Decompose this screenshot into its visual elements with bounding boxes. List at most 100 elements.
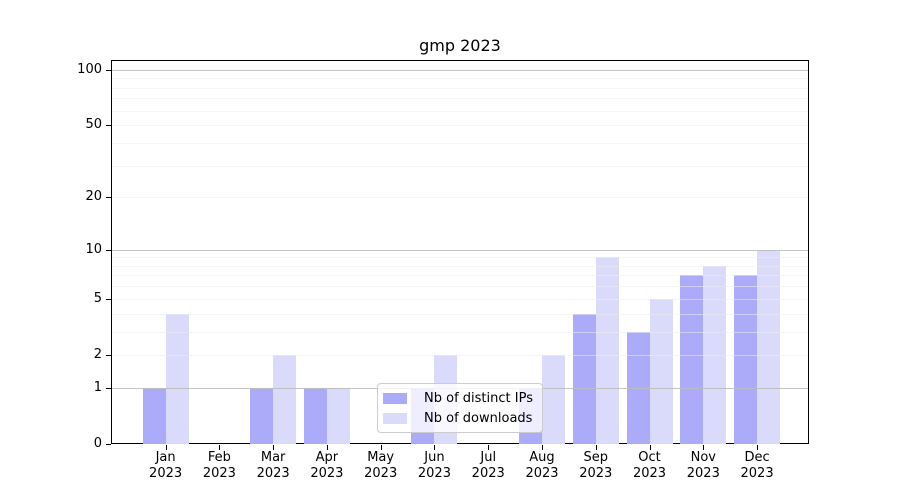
y-tick: [106, 69, 111, 71]
gridline-minor: [112, 87, 808, 89]
x-tick: [165, 445, 167, 450]
x-tick-month: Jul: [480, 450, 497, 465]
x-tick-label: Sep 2023: [565, 450, 627, 481]
x-tick-month: Sep: [583, 450, 608, 465]
bar: [734, 275, 758, 444]
bar: [595, 257, 619, 444]
bar: [572, 313, 596, 444]
x-tick: [488, 445, 490, 450]
bar: [165, 313, 189, 444]
y-tick-label: 1: [93, 379, 102, 395]
x-tick-month: May: [367, 450, 395, 465]
legend-row: Nb of distinct IPs: [383, 388, 533, 408]
chart-title: gmp 2023: [419, 36, 501, 55]
x-tick: [703, 445, 705, 450]
gridline-minor: [112, 98, 808, 100]
x-tick: [273, 445, 275, 450]
legend-swatch: [383, 392, 408, 404]
x-tick-label: Jan 2023: [135, 450, 197, 481]
x-tick-label: Nov 2023: [672, 450, 734, 481]
x-tick-month: Oct: [638, 450, 661, 465]
gridline-minor: [112, 275, 808, 277]
x-tick-month: Jan: [155, 450, 176, 465]
gridline-minor: [112, 142, 808, 144]
y-tick: [106, 249, 111, 251]
x-tick-year: 2023: [471, 465, 505, 481]
x-tick-label: Feb 2023: [188, 450, 250, 481]
gridline-minor: [112, 265, 808, 267]
bar: [680, 275, 704, 444]
bar: [142, 387, 166, 444]
x-tick-label: Jun 2023: [403, 450, 465, 481]
y-tick-label: 50: [85, 117, 102, 133]
y-tick-label: 5: [93, 290, 102, 306]
bar: [303, 387, 327, 444]
plot-area: Nb of distinct IPs Nb of downloads: [111, 60, 809, 444]
x-tick: [380, 445, 382, 450]
y-tick-label: 0: [93, 436, 102, 451]
gridline-minor: [112, 313, 808, 315]
x-tick-month: Feb: [207, 450, 231, 465]
x-tick-label: Aug 2023: [511, 450, 573, 481]
x-tick-label: May 2023: [350, 450, 412, 481]
x-tick-label: Apr 2023: [296, 450, 358, 481]
x-tick-year: 2023: [417, 465, 451, 481]
x-tick-month: Nov: [690, 450, 716, 465]
legend-row: Nb of downloads: [383, 408, 533, 428]
gridline-major: [112, 249, 808, 251]
bar: [541, 354, 565, 444]
x-tick-year: 2023: [740, 465, 774, 481]
x-tick: [595, 445, 597, 450]
y-tick: [106, 197, 111, 199]
gridline-minor: [112, 165, 808, 167]
bar: [326, 387, 350, 444]
gridline-major: [112, 69, 808, 71]
gridline-minor: [112, 298, 808, 300]
x-tick-label: Jul 2023: [457, 450, 519, 481]
x-tick: [326, 445, 328, 450]
bar: [703, 265, 727, 444]
x-tick-year: 2023: [525, 465, 559, 481]
y-tick-label: 2: [93, 346, 102, 362]
gridline-minor: [112, 125, 808, 127]
x-tick: [219, 445, 221, 450]
x-tick-label: Mar 2023: [242, 450, 304, 481]
bar: [757, 249, 781, 444]
y-tick: [106, 444, 111, 445]
gridline-minor: [112, 197, 808, 199]
y-tick-label: 20: [85, 189, 102, 205]
bar: [273, 354, 297, 444]
y-tick: [106, 387, 111, 389]
y-tick: [106, 298, 111, 300]
x-tick-month: Aug: [529, 450, 555, 465]
x-tick-year: 2023: [364, 465, 398, 481]
x-tick-label: Oct 2023: [619, 450, 681, 481]
bar: [250, 387, 274, 444]
y-tick: [106, 354, 111, 356]
gridline-minor: [112, 257, 808, 259]
grid-layer: [112, 61, 808, 443]
x-tick-year: 2023: [686, 465, 720, 481]
legend-swatch: [383, 412, 408, 424]
x-tick: [541, 445, 543, 450]
legend-label: Nb of distinct IPs: [424, 390, 533, 406]
x-tick: [757, 445, 759, 450]
x-tick-month: Apr: [315, 450, 339, 465]
y-tick-label: 100: [77, 61, 102, 77]
y-tick-label: 10: [85, 241, 102, 257]
gridline-minor: [112, 110, 808, 112]
gridline-minor: [112, 286, 808, 288]
x-tick-year: 2023: [202, 465, 236, 481]
x-tick: [434, 445, 436, 450]
bar: [626, 331, 650, 444]
x-tick-year: 2023: [310, 465, 344, 481]
y-tick: [106, 125, 111, 127]
x-tick-year: 2023: [579, 465, 613, 481]
x-tick-year: 2023: [149, 465, 183, 481]
x-tick-month: Mar: [260, 450, 286, 465]
x-tick-month: Dec: [744, 450, 770, 465]
x-tick-label: Dec 2023: [726, 450, 788, 481]
gridline-minor: [112, 331, 808, 333]
gridline-minor: [112, 354, 808, 356]
